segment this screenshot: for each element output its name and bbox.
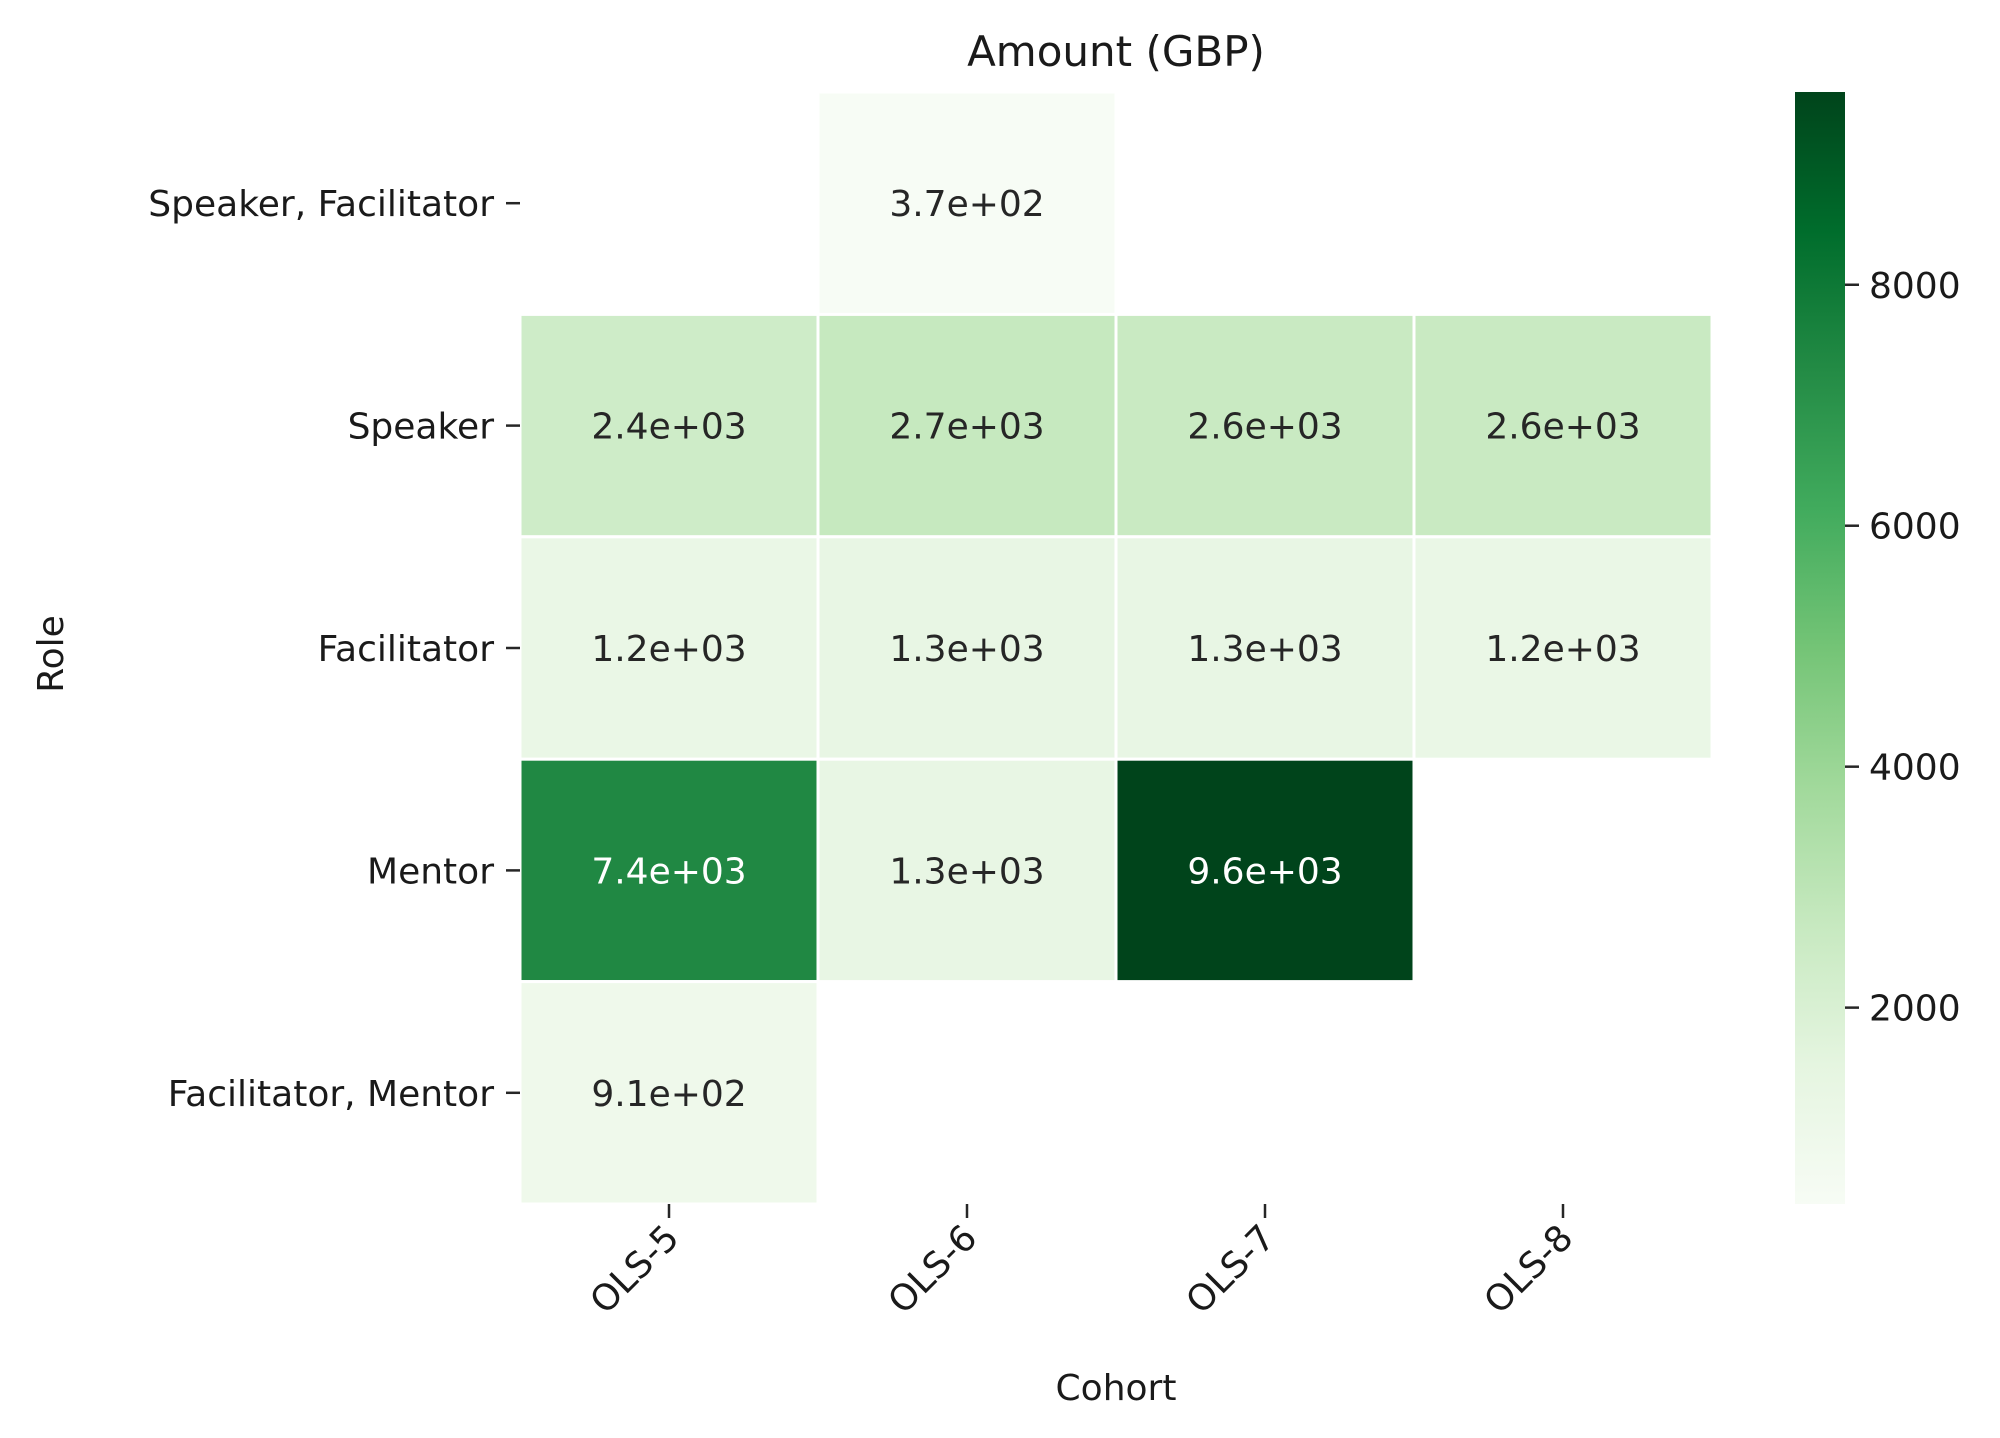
heatmap-cell bbox=[1114, 312, 1416, 539]
cell-label: 1.2e+03 bbox=[591, 629, 746, 670]
cell-label: 9.1e+02 bbox=[591, 1074, 746, 1115]
cell-label: 2.4e+03 bbox=[591, 407, 746, 448]
colorbar-tick-label: 8000 bbox=[1869, 266, 1961, 307]
y-axis-ticks: Speaker, Facilitator Speaker Facilitator Me… bbox=[148, 184, 520, 1115]
colorbar-ticks: 2000 4000 6000 8000 bbox=[1845, 266, 1961, 1030]
y-tick-label: Speaker, Facilitator bbox=[148, 184, 494, 225]
x-tick-label: OLS-7 bbox=[1179, 1217, 1284, 1322]
x-tick-label: OLS-6 bbox=[881, 1217, 986, 1322]
x-axis-ticks: OLS-5 OLS-6 OLS-7 OLS-8 bbox=[583, 1204, 1582, 1322]
cell-label: 9.6e+03 bbox=[1187, 851, 1342, 892]
heatmap-cells: 3.7e+02 2.4e+03 2.7e+03 2.6e+03 2.6e+03 1.2e+… bbox=[518, 90, 1714, 1206]
chart-title: Amount (GBP) bbox=[967, 27, 1265, 76]
x-tick-label: OLS-5 bbox=[583, 1217, 688, 1322]
heatmap-cell bbox=[1412, 312, 1714, 539]
cell-label: 1.2e+03 bbox=[1485, 629, 1640, 670]
y-tick-label: Facilitator bbox=[318, 629, 495, 670]
cell-label: 1.3e+03 bbox=[889, 629, 1044, 670]
cell-label: 2.7e+03 bbox=[889, 407, 1044, 448]
y-tick-label: Mentor bbox=[367, 851, 494, 892]
y-tick-label: Speaker bbox=[348, 407, 495, 448]
heatmap-cell bbox=[518, 757, 820, 984]
x-axis-label: Cohort bbox=[1056, 1368, 1177, 1409]
cell-label: 1.3e+03 bbox=[889, 851, 1044, 892]
y-axis-label: Role bbox=[31, 615, 72, 693]
heatmap-cell bbox=[1114, 757, 1416, 984]
cell-label: 7.4e+03 bbox=[591, 851, 746, 892]
cell-label: 2.6e+03 bbox=[1485, 407, 1640, 448]
x-tick-label: OLS-8 bbox=[1477, 1217, 1582, 1322]
y-tick-label: Facilitator, Mentor bbox=[168, 1074, 494, 1115]
heatmap-cell bbox=[518, 312, 820, 539]
colorbar-tick-label: 4000 bbox=[1869, 748, 1961, 789]
heatmap-cell bbox=[1412, 535, 1714, 761]
cell-label: 1.3e+03 bbox=[1187, 629, 1342, 670]
heatmap-cell bbox=[1114, 535, 1416, 761]
heatmap-cell bbox=[816, 312, 1118, 539]
colorbar-tick-label: 2000 bbox=[1869, 989, 1961, 1030]
colorbar-tick-label: 6000 bbox=[1869, 507, 1961, 548]
heatmap-cell bbox=[816, 90, 1118, 316]
heatmap-cell bbox=[518, 535, 820, 761]
cell-label: 3.7e+02 bbox=[889, 184, 1044, 225]
colorbar bbox=[1795, 92, 1845, 1204]
cell-label: 2.6e+03 bbox=[1187, 407, 1342, 448]
heatmap-cell bbox=[518, 980, 820, 1206]
